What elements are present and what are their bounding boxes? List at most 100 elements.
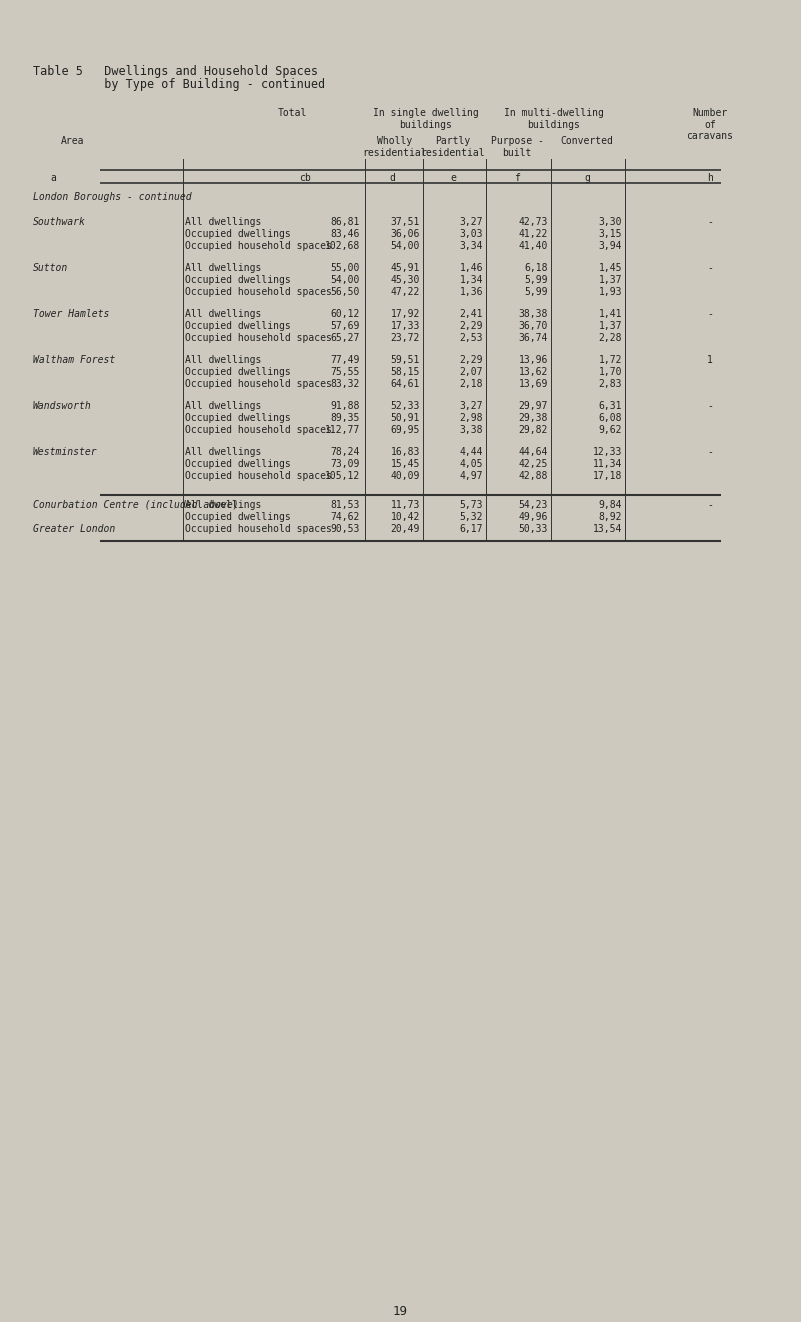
Text: 5,32: 5,32 — [460, 512, 483, 522]
Text: 5,99: 5,99 — [525, 287, 548, 297]
Text: 1: 1 — [707, 356, 713, 365]
Text: 2,18: 2,18 — [460, 379, 483, 389]
Text: Wholly
residential: Wholly residential — [363, 136, 427, 157]
Text: 2,07: 2,07 — [460, 368, 483, 377]
Text: 17,33: 17,33 — [391, 321, 420, 330]
Text: 73,09: 73,09 — [331, 459, 360, 469]
Text: Occupied household spaces: Occupied household spaces — [185, 333, 332, 342]
Text: Occupied household spaces: Occupied household spaces — [185, 241, 332, 251]
Text: 55,00: 55,00 — [331, 263, 360, 274]
Text: 36,06: 36,06 — [391, 229, 420, 239]
Text: All dwellings: All dwellings — [185, 447, 261, 457]
Text: 59,51: 59,51 — [391, 356, 420, 365]
Text: In multi-dwelling
buildings: In multi-dwelling buildings — [504, 108, 604, 130]
Text: b: b — [304, 173, 310, 182]
Text: 1,70: 1,70 — [598, 368, 622, 377]
Text: 105,12: 105,12 — [324, 471, 360, 481]
Text: 2,53: 2,53 — [460, 333, 483, 342]
Text: 11,34: 11,34 — [593, 459, 622, 469]
Text: 1,37: 1,37 — [598, 321, 622, 330]
Text: 64,61: 64,61 — [391, 379, 420, 389]
Text: 112,77: 112,77 — [324, 424, 360, 435]
Text: Conurbation Centre (included above): Conurbation Centre (included above) — [33, 500, 239, 510]
Text: Number
of
caravans: Number of caravans — [686, 108, 734, 141]
Text: Westminster: Westminster — [33, 447, 98, 457]
Text: 5,99: 5,99 — [525, 275, 548, 286]
Text: Table 5   Dwellings and Household Spaces: Table 5 Dwellings and Household Spaces — [33, 65, 318, 78]
Text: 17,92: 17,92 — [391, 309, 420, 319]
Text: 1,45: 1,45 — [598, 263, 622, 274]
Text: In single dwelling
buildings: In single dwelling buildings — [373, 108, 479, 130]
Text: 3,15: 3,15 — [598, 229, 622, 239]
Text: by Type of Building - continued: by Type of Building - continued — [33, 78, 325, 91]
Text: Occupied household spaces: Occupied household spaces — [185, 287, 332, 297]
Text: 13,96: 13,96 — [518, 356, 548, 365]
Text: 6,17: 6,17 — [460, 524, 483, 534]
Text: All dwellings: All dwellings — [185, 401, 261, 411]
Text: 13,54: 13,54 — [593, 524, 622, 534]
Text: 42,25: 42,25 — [518, 459, 548, 469]
Text: 89,35: 89,35 — [331, 412, 360, 423]
Text: 44,64: 44,64 — [518, 447, 548, 457]
Text: 38,38: 38,38 — [518, 309, 548, 319]
Text: 19: 19 — [393, 1305, 408, 1318]
Text: 40,09: 40,09 — [391, 471, 420, 481]
Text: All dwellings: All dwellings — [185, 263, 261, 274]
Text: 29,97: 29,97 — [518, 401, 548, 411]
Text: 3,27: 3,27 — [460, 401, 483, 411]
Text: 15,45: 15,45 — [391, 459, 420, 469]
Text: a: a — [50, 173, 56, 182]
Text: 45,91: 45,91 — [391, 263, 420, 274]
Text: 2,41: 2,41 — [460, 309, 483, 319]
Text: 23,72: 23,72 — [391, 333, 420, 342]
Text: 2,98: 2,98 — [460, 412, 483, 423]
Text: 6,31: 6,31 — [598, 401, 622, 411]
Text: London Boroughs - continued: London Boroughs - continued — [33, 192, 191, 202]
Text: 2,28: 2,28 — [598, 333, 622, 342]
Text: 3,38: 3,38 — [460, 424, 483, 435]
Text: 50,33: 50,33 — [518, 524, 548, 534]
Text: 52,33: 52,33 — [391, 401, 420, 411]
Text: 12,33: 12,33 — [593, 447, 622, 457]
Text: 13,69: 13,69 — [518, 379, 548, 389]
Text: 29,82: 29,82 — [518, 424, 548, 435]
Text: 77,49: 77,49 — [331, 356, 360, 365]
Text: Occupied dwellings: Occupied dwellings — [185, 275, 291, 286]
Text: 4,44: 4,44 — [460, 447, 483, 457]
Text: 54,23: 54,23 — [518, 500, 548, 510]
Text: 90,53: 90,53 — [331, 524, 360, 534]
Text: 17,18: 17,18 — [593, 471, 622, 481]
Text: Occupied household spaces: Occupied household spaces — [185, 424, 332, 435]
Text: 83,32: 83,32 — [331, 379, 360, 389]
Text: d: d — [389, 173, 395, 182]
Text: Occupied household spaces: Occupied household spaces — [185, 524, 332, 534]
Text: -: - — [707, 447, 713, 457]
Text: 1,72: 1,72 — [598, 356, 622, 365]
Text: 20,49: 20,49 — [391, 524, 420, 534]
Text: -: - — [707, 217, 713, 227]
Text: 86,81: 86,81 — [331, 217, 360, 227]
Text: 29,38: 29,38 — [518, 412, 548, 423]
Text: Southwark: Southwark — [33, 217, 86, 227]
Text: 91,88: 91,88 — [331, 401, 360, 411]
Text: 6,08: 6,08 — [598, 412, 622, 423]
Text: 1,34: 1,34 — [460, 275, 483, 286]
Text: -: - — [707, 500, 713, 510]
Text: 42,73: 42,73 — [518, 217, 548, 227]
Text: -: - — [707, 263, 713, 274]
Text: 41,22: 41,22 — [518, 229, 548, 239]
Text: Occupied dwellings: Occupied dwellings — [185, 412, 291, 423]
Text: Converted: Converted — [561, 136, 614, 145]
Text: 56,50: 56,50 — [331, 287, 360, 297]
Text: Tower Hamlets: Tower Hamlets — [33, 309, 110, 319]
Text: 1,93: 1,93 — [598, 287, 622, 297]
Text: 2,29: 2,29 — [460, 356, 483, 365]
Text: 74,62: 74,62 — [331, 512, 360, 522]
Text: h: h — [707, 173, 713, 182]
Text: 65,27: 65,27 — [331, 333, 360, 342]
Text: Purpose -
built: Purpose - built — [490, 136, 543, 157]
Text: All dwellings: All dwellings — [185, 356, 261, 365]
Text: Occupied dwellings: Occupied dwellings — [185, 368, 291, 377]
Text: 78,24: 78,24 — [331, 447, 360, 457]
Text: e: e — [450, 173, 456, 182]
